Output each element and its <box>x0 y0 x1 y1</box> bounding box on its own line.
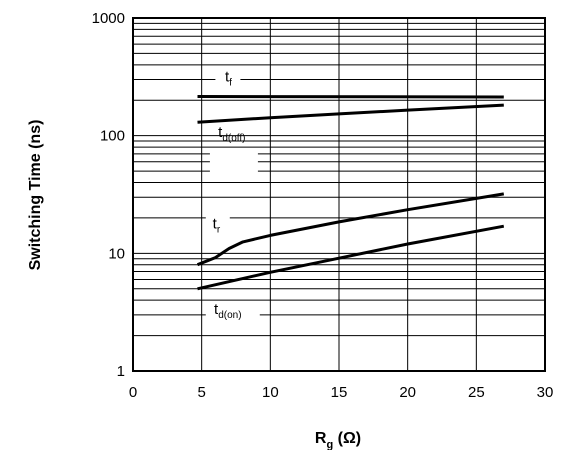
x-axis-title-sub: g <box>326 439 333 450</box>
axis-ticks: 0 5 10 15 20 25 30 1 10 100 1000 <box>92 10 554 401</box>
plot-frame <box>132 17 546 372</box>
x-axis-title-unit: (Ω) <box>333 430 361 447</box>
grid-lines <box>133 18 545 371</box>
y-axis-title: Switching Time (ns) <box>27 120 44 271</box>
series-label-t-f: tf <box>225 68 232 88</box>
series-line-t-d(on) <box>197 224 505 291</box>
x-tick-label: 20 <box>399 384 416 401</box>
x-axis-title-main: R <box>315 430 327 447</box>
series-lines <box>196 95 505 291</box>
x-tick-label: 10 <box>262 384 279 401</box>
y-tick-label: 100 <box>100 128 125 145</box>
x-tick-label: 0 <box>129 384 137 401</box>
series-line-t-f <box>197 95 504 99</box>
series-labels: tf td(off) tr td(on) <box>205 68 260 328</box>
y-tick-label: 10 <box>108 245 125 262</box>
series-label-bg <box>205 303 260 328</box>
series-label-bg <box>209 152 258 179</box>
y-tick-label: 1 <box>117 363 125 380</box>
x-tick-label: 5 <box>197 384 205 401</box>
x-tick-label: 15 <box>331 384 348 401</box>
y-tick-label: 1000 <box>92 10 125 27</box>
series-line-t-d(off) <box>197 103 504 124</box>
series-line-t-r <box>196 192 505 267</box>
series-label-t-d(off): td(off) <box>218 124 245 144</box>
x-tick-label: 25 <box>468 384 485 401</box>
series-label-bg <box>215 68 241 88</box>
series-label-t-d(on): td(on) <box>214 301 242 321</box>
x-tick-label: 30 <box>537 384 554 401</box>
series-label-bg <box>205 214 230 238</box>
x-axis-title: Rg (Ω) <box>315 430 361 450</box>
series-label-t-r: tr <box>213 215 221 235</box>
